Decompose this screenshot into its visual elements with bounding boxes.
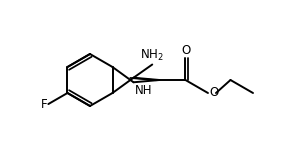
Text: O: O xyxy=(209,86,218,100)
Text: F: F xyxy=(41,98,47,111)
Text: NH: NH xyxy=(135,84,152,97)
Text: NH$_2$: NH$_2$ xyxy=(140,47,164,62)
Text: O: O xyxy=(182,44,191,57)
